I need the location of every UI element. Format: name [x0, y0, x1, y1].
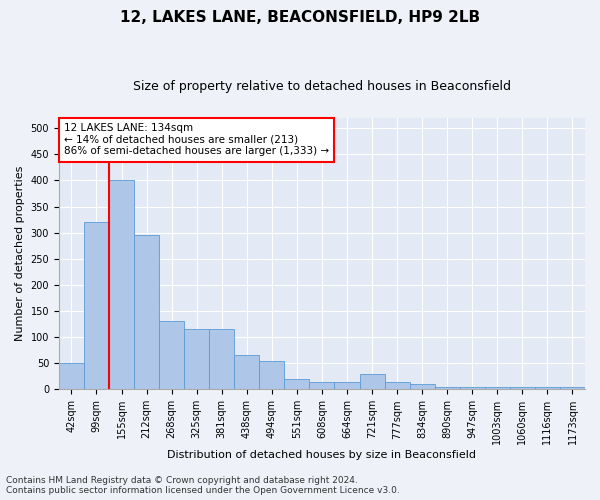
Text: 12, LAKES LANE, BEACONSFIELD, HP9 2LB: 12, LAKES LANE, BEACONSFIELD, HP9 2LB — [120, 10, 480, 25]
Text: Contains HM Land Registry data © Crown copyright and database right 2024.
Contai: Contains HM Land Registry data © Crown c… — [6, 476, 400, 495]
X-axis label: Distribution of detached houses by size in Beaconsfield: Distribution of detached houses by size … — [167, 450, 476, 460]
Bar — [84, 222, 109, 390]
Bar — [410, 384, 434, 390]
Bar — [434, 386, 460, 390]
Bar — [59, 363, 84, 390]
Bar — [109, 180, 134, 390]
Text: 12 LAKES LANE: 134sqm
← 14% of detached houses are smaller (213)
86% of semi-det: 12 LAKES LANE: 134sqm ← 14% of detached … — [64, 123, 329, 156]
Bar — [259, 360, 284, 390]
Bar — [510, 386, 535, 390]
Y-axis label: Number of detached properties: Number of detached properties — [15, 166, 25, 341]
Bar — [284, 379, 310, 390]
Bar — [159, 322, 184, 390]
Bar — [460, 386, 485, 390]
Bar — [535, 386, 560, 390]
Bar — [334, 382, 359, 390]
Bar — [385, 382, 410, 390]
Bar — [359, 374, 385, 390]
Title: Size of property relative to detached houses in Beaconsfield: Size of property relative to detached ho… — [133, 80, 511, 93]
Bar — [310, 382, 334, 390]
Bar — [209, 330, 234, 390]
Bar — [184, 330, 209, 390]
Bar — [485, 386, 510, 390]
Bar — [234, 356, 259, 390]
Bar — [134, 236, 159, 390]
Bar — [560, 386, 585, 390]
